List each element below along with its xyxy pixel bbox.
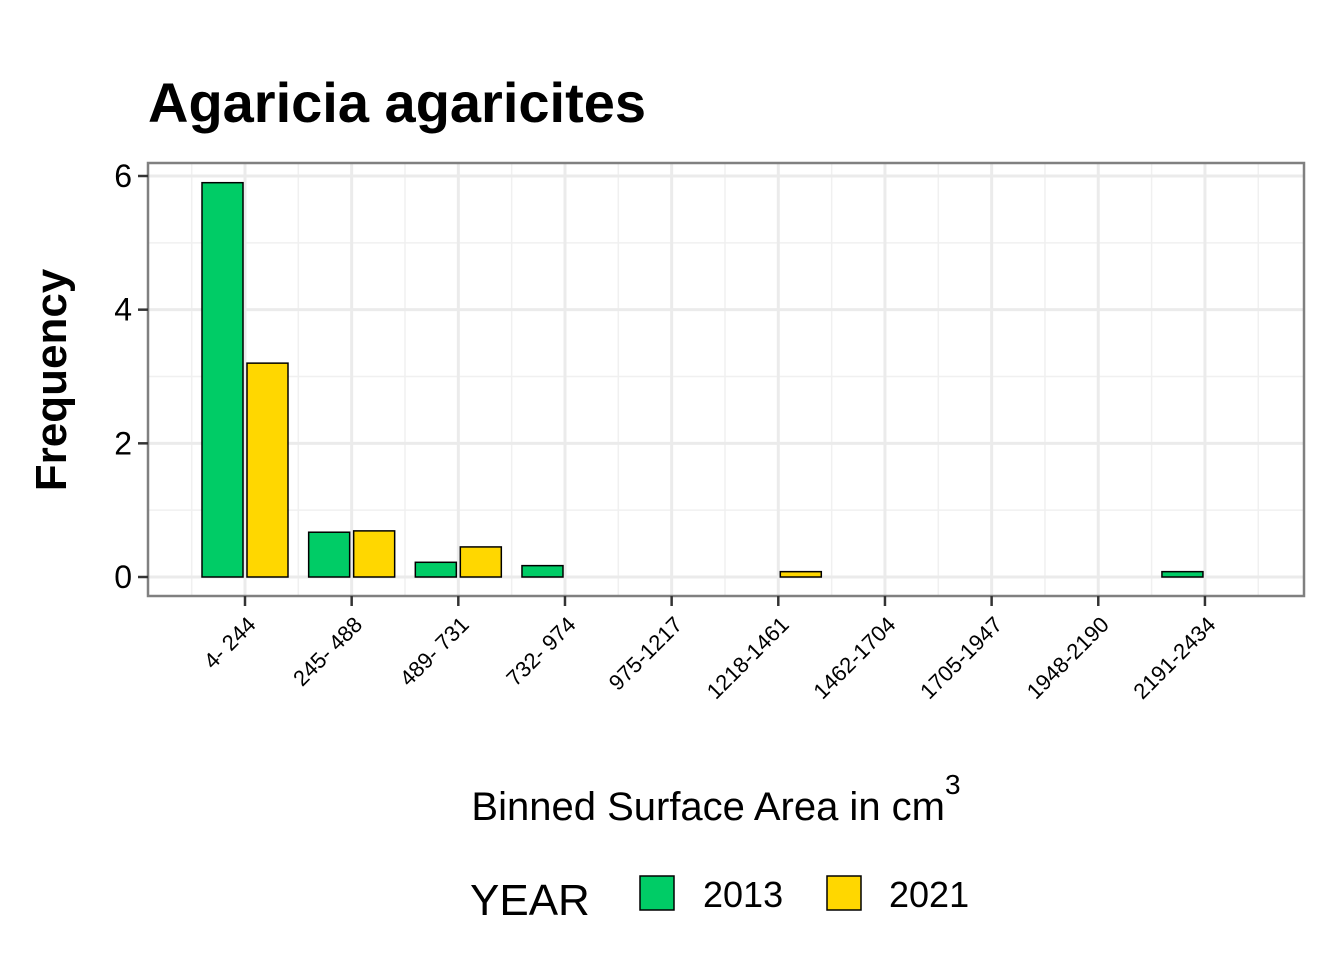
x-tick-label: 245- 488 [288, 612, 367, 691]
x-tick-label: 1948-2190 [1022, 612, 1114, 704]
bar-2021-2 [459, 546, 503, 578]
legend-key-2013 [639, 875, 675, 911]
bar-2013-1 [307, 531, 351, 578]
x-tick-label: 2191-2434 [1128, 612, 1220, 704]
x-tick-label: 1705-1947 [915, 612, 1007, 704]
legend-title: YEAR [470, 876, 590, 925]
chart-title: Agaricia agaricites [148, 71, 646, 134]
legend-key-2021 [826, 875, 862, 911]
x-tick-label: 489- 731 [395, 612, 474, 691]
bar-2013-9 [1161, 570, 1204, 578]
x-tick-label: 1462-1704 [808, 612, 900, 704]
y-tick-label: 0 [114, 559, 132, 595]
x-axis-title: Binned Surface Area in cm3 [471, 769, 960, 829]
x-tick-label: 4- 244 [199, 612, 261, 674]
bars [201, 181, 1204, 578]
y-axis: 0 2 4 6 [114, 158, 148, 595]
legend-label-2021: 2021 [889, 874, 969, 915]
y-tick-label: 2 [114, 425, 132, 461]
bar-2021-5 [779, 570, 823, 578]
y-tick-label: 6 [114, 158, 132, 194]
x-tick-label: 975-1217 [604, 612, 687, 695]
x-axis-title-superscript: 3 [945, 769, 961, 800]
bar-2013-0 [201, 181, 244, 578]
y-axis-title: Frequency [27, 268, 76, 491]
bar-2021-1 [352, 530, 396, 578]
x-axis-title-text: Binned Surface Area in cm [471, 785, 945, 829]
legend: YEAR 2013 2021 [470, 874, 969, 925]
bar-2013-3 [521, 564, 564, 578]
plot-border [146, 161, 1306, 598]
legend-label-2013: 2013 [703, 874, 783, 915]
y-tick-label: 4 [114, 292, 132, 328]
bar-2021-0 [246, 362, 289, 578]
grid [148, 163, 1304, 596]
bar-2013-2 [414, 561, 458, 578]
x-axis: 4- 244 245- 488 489- 731 732- 974 975-1217 12… [199, 596, 1220, 704]
x-tick-label: 1218-1461 [702, 612, 794, 704]
x-tick-label: 732- 974 [501, 612, 580, 691]
